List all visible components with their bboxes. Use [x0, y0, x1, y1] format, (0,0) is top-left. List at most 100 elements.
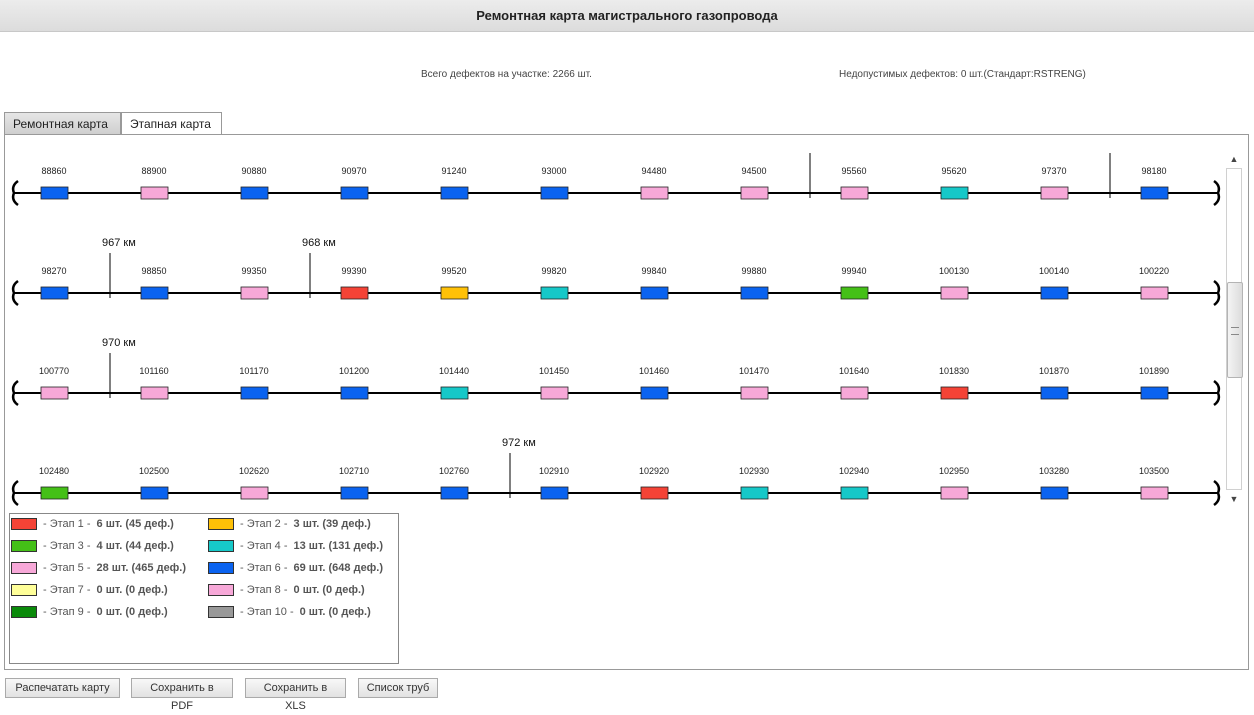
pipe-segment[interactable] [40, 386, 69, 400]
pipe-segment[interactable] [940, 486, 969, 500]
pipe-segment[interactable] [840, 486, 869, 500]
pipe-label: 90880 [241, 166, 266, 176]
pipe-segment[interactable] [340, 486, 369, 500]
pipe-segment[interactable] [140, 186, 169, 200]
pipe-label: 102910 [539, 466, 569, 476]
legend-label: - Этап 7 - [43, 584, 91, 596]
km-marker-label: 970 км [102, 337, 136, 349]
pipe-label: 99820 [541, 266, 566, 276]
legend-count: 28 шт. (465 деф.) [96, 562, 187, 574]
pipe-segment[interactable] [1140, 286, 1169, 300]
legend-label: - Этап 4 - [240, 540, 288, 552]
pipe-segment[interactable] [1040, 386, 1069, 400]
pipe-segment[interactable] [740, 486, 769, 500]
pipe-segment[interactable] [440, 286, 469, 300]
pipe-segment[interactable] [840, 286, 869, 300]
tab-repair-map[interactable]: Ремонтная карта [4, 112, 121, 134]
pipe-label: 100220 [1139, 266, 1169, 276]
pipe-segment[interactable] [1040, 286, 1069, 300]
pipe-segment[interactable] [640, 186, 669, 200]
pipe-segment[interactable] [940, 186, 969, 200]
pipe-label: 93000 [541, 166, 566, 176]
pipe-segment[interactable] [440, 486, 469, 500]
scroll-track[interactable] [1226, 168, 1243, 490]
pipe-label: 90970 [341, 166, 366, 176]
stage-legend: - Этап 1 - 6 шт. (45 деф.) - Этап 2 - 3 … [9, 513, 399, 664]
legend-item: - Этап 8 - 0 шт. (0 деф.) [208, 583, 365, 597]
pipe-segment[interactable] [940, 286, 969, 300]
tab-stage-map[interactable]: Этапная карта [121, 112, 222, 135]
legend-item: - Этап 5 - 28 шт. (465 деф.) [11, 561, 186, 575]
pipe-segment[interactable] [1040, 486, 1069, 500]
pipe-segment[interactable] [140, 386, 169, 400]
pipe-label: 95620 [941, 166, 966, 176]
pipe-segment[interactable] [840, 186, 869, 200]
scroll-thumb[interactable] [1227, 282, 1243, 378]
map-scrollbar[interactable]: ▲ ▼ [1225, 152, 1243, 508]
legend-item: - Этап 1 - 6 шт. (45 деф.) [11, 517, 174, 531]
scroll-up-icon[interactable]: ▲ [1229, 154, 1239, 164]
pipe-label: 102480 [39, 466, 69, 476]
pipe-segment[interactable] [440, 386, 469, 400]
pipe-segment[interactable] [1040, 186, 1069, 200]
legend-swatch [208, 540, 234, 552]
pipe-label: 95560 [841, 166, 866, 176]
legend-label: - Этап 3 - [43, 540, 91, 552]
pipe-segment[interactable] [1140, 486, 1169, 500]
total-defects-text: Всего дефектов на участке: 2266 шт. [421, 69, 592, 80]
legend-label: - Этап 10 - [240, 606, 294, 618]
pipe-label: 98850 [141, 266, 166, 276]
pipe-list-button[interactable]: Список труб [358, 678, 438, 698]
pipe-label: 99880 [741, 266, 766, 276]
pipe-label: 99390 [341, 266, 366, 276]
km-marker-label: 968 км [302, 237, 336, 249]
pipe-segment[interactable] [140, 486, 169, 500]
pipe-segment[interactable] [540, 286, 569, 300]
print-map-button[interactable]: Распечатать карту [5, 678, 120, 698]
pipe-segment[interactable] [340, 186, 369, 200]
pipe-label: 102760 [439, 466, 469, 476]
pipe-segment[interactable] [40, 286, 69, 300]
pipe-label: 100770 [39, 366, 69, 376]
pipe-label: 101160 [139, 366, 168, 376]
pipe-segment[interactable] [740, 386, 769, 400]
pipe-segment[interactable] [40, 486, 69, 500]
pipe-segment[interactable] [540, 386, 569, 400]
pipe-segment[interactable] [940, 386, 969, 400]
pipe-segment[interactable] [140, 286, 169, 300]
pipe-segment[interactable] [1140, 186, 1169, 200]
pipe-label: 102940 [839, 466, 869, 476]
pipe-segment[interactable] [740, 286, 769, 300]
pipe-segment[interactable] [840, 386, 869, 400]
pipe-segment[interactable] [540, 486, 569, 500]
pipe-label: 98180 [1141, 166, 1166, 176]
pipe-end-brace-icon [1213, 479, 1221, 507]
scroll-down-icon[interactable]: ▼ [1229, 494, 1239, 504]
pipe-segment[interactable] [740, 186, 769, 200]
pipe-segment[interactable] [440, 186, 469, 200]
legend-count: 4 шт. (44 деф.) [96, 540, 174, 552]
pipe-segment[interactable] [640, 386, 669, 400]
save-pdf-button[interactable]: Сохранить в PDF [131, 678, 233, 712]
pipe-end-brace-icon [11, 379, 19, 407]
legend-swatch [11, 584, 37, 596]
pipe-label: 102620 [239, 466, 269, 476]
pipe-label: 102920 [639, 466, 669, 476]
pipe-segment[interactable] [540, 186, 569, 200]
pipeline-map: 88860 88900 90880 90970 91240 93000 94480 94500… [11, 153, 1221, 507]
pipe-segment[interactable] [340, 286, 369, 300]
pipe-segment[interactable] [1140, 386, 1169, 400]
legend-count: 13 шт. (131 деф.) [293, 540, 384, 552]
pipe-segment[interactable] [240, 386, 269, 400]
save-xls-button[interactable]: Сохранить в XLS [245, 678, 346, 712]
pipe-segment[interactable] [640, 286, 669, 300]
pipe-segment[interactable] [240, 486, 269, 500]
legend-item: - Этап 6 - 69 шт. (648 деф.) [208, 561, 383, 575]
pipe-segment[interactable] [340, 386, 369, 400]
pipe-segment[interactable] [640, 486, 669, 500]
pipe-segment[interactable] [240, 286, 269, 300]
pipe-label: 103280 [1039, 466, 1069, 476]
pipe-segment[interactable] [240, 186, 269, 200]
grip-icon [1231, 327, 1239, 335]
pipe-segment[interactable] [40, 186, 69, 200]
